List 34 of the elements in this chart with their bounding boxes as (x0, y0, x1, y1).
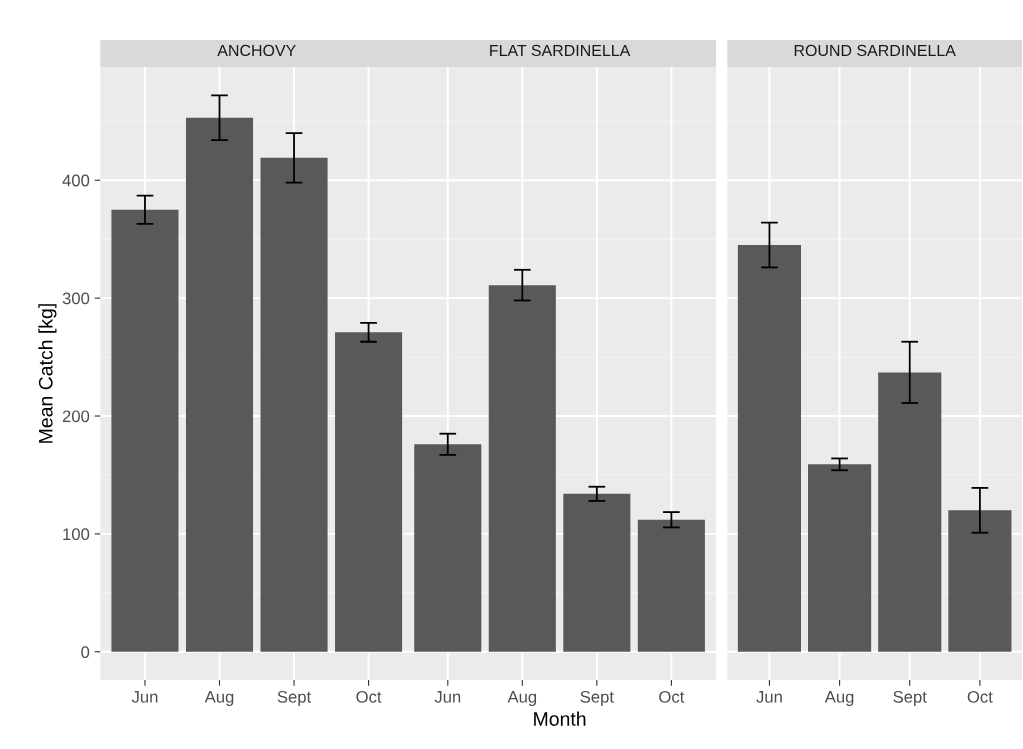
bar (878, 372, 942, 652)
chart-title: FLAT SARDINELLA (490, 44, 631, 57)
y-tick-label: 100 (63, 528, 90, 541)
bar (260, 157, 328, 652)
chart-title: ROUND SARDINELLA (794, 44, 956, 57)
x-tick-label: Aug (824, 691, 854, 707)
y-axis-title: Mean Catch [kg] (38, 304, 57, 443)
bar (808, 464, 872, 652)
y-tick-label: 200 (62, 410, 90, 423)
bar (488, 285, 556, 652)
bar (111, 209, 179, 652)
x-tick-label: Sept (893, 690, 927, 707)
bar (637, 519, 705, 652)
bar (335, 332, 403, 652)
y-tick-label: 0 (81, 646, 90, 658)
x-tick-label: Oct (967, 690, 993, 703)
x-axis-title: Month (534, 711, 586, 726)
x-tick-label: Jun (131, 691, 158, 703)
x-tick-label: Jun (756, 691, 782, 703)
bar (185, 117, 254, 652)
x-tick-label: Oct (659, 690, 685, 703)
chart-title: ANCHOVY (217, 44, 296, 57)
bar (737, 245, 802, 652)
bar (563, 493, 631, 652)
x-tick-label: Oct (356, 690, 382, 703)
y-tick-label: 400 (62, 174, 90, 187)
x-tick-label: Aug (204, 691, 234, 707)
y-tick-label: 300 (62, 292, 90, 305)
x-tick-label: Sept (277, 690, 312, 707)
x-tick-label: Aug (507, 691, 537, 707)
x-tick-label: Jun (434, 691, 461, 703)
bar (414, 444, 482, 652)
x-tick-label: Sept (580, 690, 614, 707)
bar (948, 510, 1012, 652)
